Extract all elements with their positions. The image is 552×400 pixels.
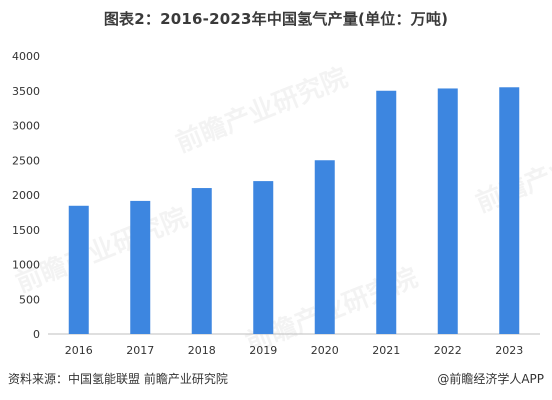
- y-tick-label: 0: [33, 328, 40, 341]
- bar-2016: [68, 205, 89, 334]
- source-note: 资料来源：中国氢能联盟 前瞻产业研究院: [8, 372, 228, 386]
- y-tick-label: 3500: [12, 85, 40, 98]
- chart-title: 图表2：2016-2023年中国氢气产量(单位：万吨): [103, 10, 449, 28]
- credit-note: @前瞻经济学人APP: [437, 372, 544, 386]
- x-tick-label: 2023: [495, 344, 523, 357]
- bar-2020: [314, 160, 335, 334]
- bar-2023: [499, 87, 520, 335]
- y-tick-label: 3000: [12, 120, 40, 133]
- x-tick-label: 2016: [65, 344, 93, 357]
- x-tick-label: 2019: [249, 344, 277, 357]
- x-tick-label: 2018: [188, 344, 216, 357]
- bars-group: [68, 87, 520, 335]
- bar-2019: [253, 181, 274, 334]
- bar-2017: [130, 200, 151, 334]
- x-tick-label: 2017: [126, 344, 154, 357]
- bar-2018: [191, 188, 212, 334]
- y-tick-label: 1000: [12, 259, 40, 272]
- x-tick-label: 2020: [311, 344, 339, 357]
- y-tick-label: 4000: [12, 50, 40, 63]
- y-tick-label: 500: [19, 293, 40, 306]
- bar-2021: [376, 90, 397, 334]
- y-tick-label: 1500: [12, 224, 40, 237]
- x-axis: 2016 2017 2018 2019 2020 2021 2022 2023: [48, 333, 540, 357]
- y-axis: 0 500 1000 1500 2000 2500 3000 3500 4000: [12, 50, 40, 341]
- y-tick-label: 2000: [12, 189, 40, 202]
- x-tick-label: 2021: [372, 344, 400, 357]
- bar-2022: [437, 88, 458, 334]
- x-tick-label: 2022: [434, 344, 462, 357]
- y-tick-label: 2500: [12, 154, 40, 167]
